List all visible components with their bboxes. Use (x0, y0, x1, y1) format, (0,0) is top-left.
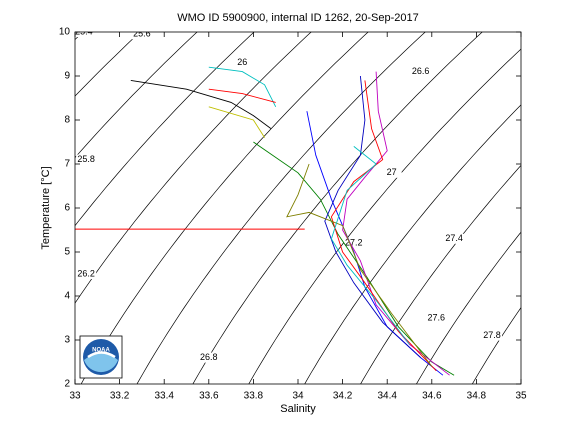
contour-label-bg (426, 313, 447, 323)
x-tick-label: 34.8 (467, 391, 487, 402)
x-tick-label: 33.2 (110, 391, 130, 402)
density-contour (415, 231, 521, 384)
logo-text: NOAA (92, 348, 110, 354)
density-contour (192, 32, 483, 384)
contour-label: 27 (387, 167, 397, 177)
contour-label: 26 (237, 57, 247, 67)
chart-title: WMO ID 5900900, internal ID 1262, 20-Sep… (177, 12, 419, 24)
contour-label-bg (410, 66, 431, 77)
x-tick-label: 34.6 (422, 391, 442, 402)
contour-label: 27.8 (483, 330, 501, 340)
y-tick-label: 6 (64, 203, 70, 214)
profiles (75, 66, 455, 376)
contour-label: 26.6 (412, 66, 430, 76)
density-contour (75, 32, 255, 227)
axes-box (74, 31, 522, 385)
profile-line (324, 75, 421, 358)
contour-label-bg (76, 269, 97, 279)
contour-label-bg (131, 32, 152, 40)
profile-line (286, 163, 433, 367)
x-axis-label: Salinity (280, 403, 316, 415)
logo-wave (84, 353, 118, 373)
contour-label-bg (76, 154, 97, 165)
density-contour (75, 32, 312, 304)
contour-label-bg (198, 352, 219, 363)
density-contour (248, 48, 521, 384)
logo-bird (87, 351, 116, 359)
contour-label: 27.2 (345, 238, 363, 248)
profile-line (330, 146, 410, 345)
contour-label: 26.8 (200, 352, 218, 362)
profile-line (130, 79, 272, 130)
contour-label-bg (75, 32, 94, 37)
x-tick-label: 33 (69, 391, 81, 402)
x-tick-label: 33.6 (199, 391, 219, 402)
contours: 25.4 25.6 25.8 26 26.2 26.6 26.8 27 27.2 27.4 27.6… (75, 26, 521, 384)
density-contour (75, 32, 141, 97)
y-tick-label: 8 (64, 115, 70, 126)
density-contour (75, 32, 198, 159)
x-tick-label: 34.2 (333, 391, 353, 402)
contour-label-bg (343, 238, 364, 249)
y-tick-label: 2 (64, 379, 70, 390)
noaa-logo: NOAA (79, 335, 123, 379)
contour-label: 27.6 (427, 312, 445, 322)
profile-line (208, 88, 276, 103)
profile-line (342, 71, 450, 376)
profile-line (208, 106, 265, 138)
density-contour (304, 104, 521, 384)
profile-line (208, 66, 277, 108)
y-tick-label: 4 (64, 291, 70, 302)
x-tick-label: 35 (515, 391, 527, 402)
y-tick-label: 3 (64, 335, 70, 346)
density-contour (360, 164, 521, 384)
x-tick-label: 34.4 (377, 391, 397, 402)
contour-label-bg (482, 330, 503, 341)
contour-label: 25.8 (77, 154, 95, 164)
contour-label-bg (444, 233, 465, 244)
contour-label: 27.4 (445, 233, 463, 243)
y-tick-label: 5 (64, 247, 70, 258)
y-tick-label: 10 (59, 27, 71, 38)
y-axis-label: Temperature [°C] (40, 166, 52, 249)
x-tick-label: 34 (292, 391, 304, 402)
contour-label: 25.6 (133, 29, 151, 39)
x-tick-label: 33.8 (244, 391, 264, 402)
y-tick-label: 9 (64, 71, 70, 82)
density-contour (136, 32, 426, 384)
contour-label-bg (232, 57, 253, 68)
contour-label: 25.4 (75, 26, 93, 36)
x-tick-label: 33.4 (154, 391, 174, 402)
contour-label-bg (381, 167, 402, 178)
profile-line (253, 141, 455, 376)
contour-label: 26.2 (77, 268, 95, 278)
y-tick-label: 7 (64, 159, 70, 170)
